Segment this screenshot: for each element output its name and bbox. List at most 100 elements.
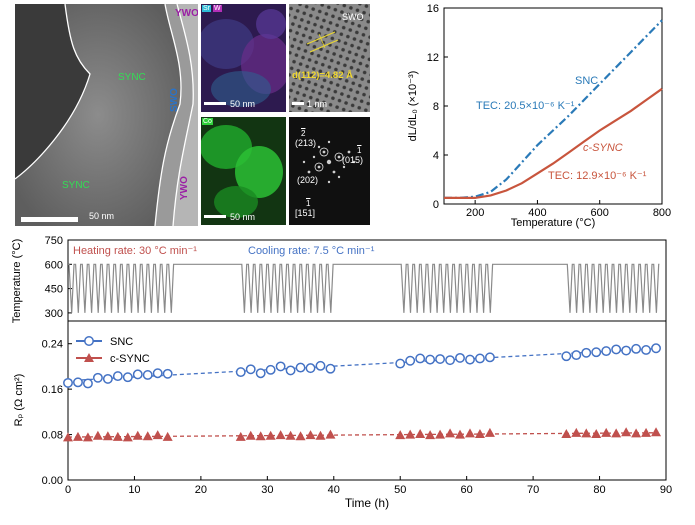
snc-data-point [601,346,612,357]
c-sync-data-point [142,431,153,441]
snc-data-point [465,354,475,365]
plot-frame [67,320,667,481]
snc-data-point [315,360,326,371]
legend-label-snc: SNC [110,336,133,348]
x-tick-label: 30 [261,484,273,496]
snc-data-point [235,367,246,378]
snc-data-point [591,347,602,358]
snc-data-point [63,377,73,388]
c-sync-data-point [415,429,426,439]
snc-data-point [132,369,143,380]
c-sync-data-point [82,432,93,442]
plot-frame [443,7,663,205]
scale-bar-label: 1 nm [307,99,328,109]
c-sync-data-point [445,428,456,438]
micrograph-panel-eds-srw: Sr W 50 nm [201,4,286,112]
snc-data-point [245,364,256,375]
x-tick-label: 80 [593,484,605,496]
legend-label-c-sync: c-SYNC [110,353,150,365]
stem-image [15,4,198,226]
c-sync-data-point [571,427,582,437]
c-sync-data-point [152,430,163,440]
y-tick-label: 0.08 [42,430,63,442]
label-swo: SWO [169,88,180,112]
c-sync-data-point [641,427,652,437]
snc-data-point [581,347,592,358]
scale-bar-label: 50 nm [230,99,256,109]
c-sync-data-point [631,428,642,438]
snc-data-point [435,354,446,364]
x-tick-label: 60 [461,484,473,496]
fft-bar-015: 1 [357,146,362,155]
snc-data-point [122,372,133,383]
snc-data-point [265,364,276,375]
c-sync-expansion-line [444,87,663,199]
snc-data-point [415,353,426,364]
c-sync-data-point [255,431,266,441]
snc-data-point [142,369,153,380]
y-tick-label: 750 [45,235,63,247]
c-sync-data-point [162,431,173,441]
snc-data-point [162,368,173,379]
snc-data-point [92,372,103,383]
snc-data-point [295,362,306,373]
eds-legend-co: Co [202,118,213,125]
snc-data-point [425,354,436,365]
y-tick-label: 0.00 [42,475,63,487]
c-sync-data-point [581,428,592,438]
c-sync-data-point [621,427,632,437]
fft-pattern [289,117,370,225]
temperature-profile-line [68,263,660,313]
fft-bar-zone: 1 [306,199,311,208]
x-axis-label: Temperature (°C) [511,217,595,229]
c-sync-data-point [265,430,276,440]
snc-data-point [445,355,456,366]
snc-data-point [285,365,296,376]
snc-expansion-line [444,19,663,199]
y-tick-label: 450 [45,284,63,296]
snc-data-point [631,343,642,354]
snc-data-point [611,344,622,355]
snc-data-point [641,345,652,355]
label-sync-top: SYNC [118,72,146,83]
snc-trend-line [67,347,657,382]
label-ywo-bottom: YWO [179,176,190,200]
hrtem-label-swo: SWO [342,12,364,22]
eds-co-map [201,117,286,225]
x-tick-label: 20 [195,484,207,496]
fft-spot-015: (015) [342,155,364,165]
snc-data-point [395,358,406,369]
fft-spot-213: (213) [295,138,317,148]
plot-frame [67,239,667,322]
c-sync-data-point [405,429,416,439]
c-sync-data-point [92,430,103,440]
snc-data-point [82,378,93,389]
y-tick-label: 0.24 [42,339,63,351]
c-sync-data-point [72,431,83,441]
x-tick-label: 90 [660,484,672,496]
x-tick-label: 400 [528,207,546,219]
x-tick-label: 70 [527,484,539,496]
x-tick-label: 40 [328,484,340,496]
x-tick-label: 800 [653,207,671,219]
scale-bar-label: 50 nm [89,211,115,221]
snc-data-point [73,377,83,388]
c-sync-data-point [305,430,316,440]
tec-label-snc: TEC: 20.5×10⁻⁶ K⁻¹ [476,100,575,112]
snc-data-point [255,368,266,379]
x-tick-label: 200 [466,207,484,219]
x-tick-label: 600 [591,207,609,219]
snc-data-point [305,363,316,374]
y-tick-label: 8 [433,101,439,113]
c-sync-data-point [455,429,466,439]
eds-srw-map [201,4,286,112]
snc-data-point [102,373,113,384]
c-sync-data-point [651,427,662,437]
snc-data-point [405,355,416,366]
c-sync-data-point [132,430,143,440]
label-ywo-top: YWO [175,8,198,19]
c-sync-data-point [395,430,406,440]
snc-data-point [561,351,572,362]
c-sync-data-point [435,429,446,439]
c-sync-data-point [601,427,612,437]
